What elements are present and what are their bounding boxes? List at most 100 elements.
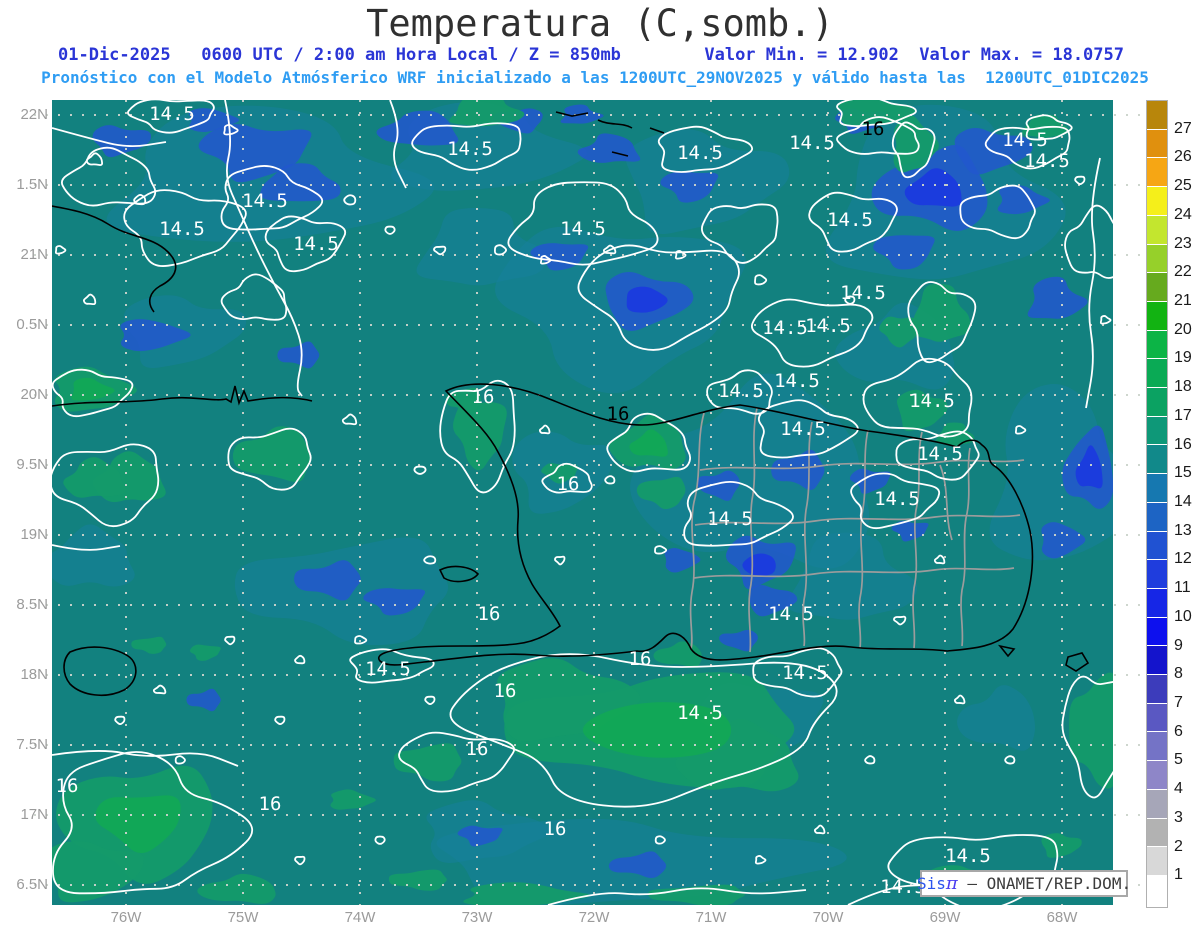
colorbar-segment: [1147, 244, 1167, 274]
colorbar-segment: [1147, 617, 1167, 647]
lat-label: 18N: [20, 666, 48, 683]
lon-label: 72W: [578, 909, 610, 926]
subtitle-model-run: Pronóstico con el Modelo Atmósferico WRF…: [41, 68, 1149, 87]
colorbar-segment: [1147, 502, 1167, 532]
colorbar-segment: [1147, 187, 1167, 216]
contour-label: 14.5: [840, 282, 886, 304]
colorbar-tick-label: 13: [1174, 521, 1192, 539]
colorbar-tick-label: 20: [1174, 320, 1192, 338]
contour-label: 14.5: [780, 418, 826, 440]
lon-label: 69W: [929, 909, 961, 926]
colorbar-tick-label: 21: [1174, 292, 1192, 309]
contour-label: 14.5: [1002, 129, 1048, 151]
colorbar-segment: [1147, 129, 1167, 159]
contour-label: 14.5: [149, 103, 195, 125]
contour-label: 16: [259, 793, 282, 815]
colorbar-segment: [1147, 474, 1167, 503]
colorbar-tick-label: 1: [1174, 866, 1183, 884]
contour-label: 16: [466, 738, 489, 760]
colorbar-segment: [1147, 703, 1167, 733]
contour-label: 16: [494, 680, 517, 702]
contour-label: 16: [862, 118, 885, 140]
contour-label: 14.5: [707, 508, 753, 530]
lat-label: 19N: [20, 526, 48, 543]
sispi-brand-sis: Sis: [916, 874, 946, 893]
lat-label: 22N: [20, 106, 48, 123]
colorbar-tick-label: 14: [1174, 493, 1192, 510]
colorbar-segment: [1147, 789, 1167, 819]
lat-label: 9.5N: [16, 456, 48, 473]
lat-label: 1.5N: [16, 176, 48, 193]
contour-label: 16: [472, 386, 495, 408]
temperature-contours: [52, 100, 1113, 905]
lat-label: 7.5N: [16, 736, 48, 753]
colorbar-segment: [1147, 101, 1167, 130]
colorbar-segment: [1147, 646, 1167, 676]
colorbar-tick-label: 23: [1174, 234, 1192, 252]
contour-label: 14.5: [762, 317, 808, 339]
subtitle-datetime: 01-Dic-2025 0600 UTC / 2:00 am Hora Loca…: [58, 45, 621, 65]
colorbar-tick-label: 22: [1174, 263, 1192, 281]
colorbar-segment: [1147, 732, 1167, 762]
lat-label: 17N: [20, 806, 48, 823]
contour-label: 16: [544, 818, 567, 840]
contour-label: 16: [607, 403, 630, 425]
colorbar-tick-label: 9: [1174, 636, 1183, 654]
contour-label: 14.5: [677, 142, 723, 164]
colorbar-segment: [1147, 560, 1167, 589]
colorbar-tick-label: 3: [1174, 808, 1183, 826]
colorbar-segment: [1147, 445, 1167, 475]
contour-label: 14.5: [365, 658, 411, 680]
lon-label: 71W: [695, 909, 727, 926]
contour-label: 14.5: [447, 138, 493, 160]
colorbar-segment: [1147, 675, 1167, 704]
contour-label: 14.5: [874, 488, 920, 510]
contour-label: 16: [557, 473, 580, 495]
contour-label: 14.5: [1024, 150, 1070, 172]
colorbar-segment: [1147, 388, 1167, 417]
colorbar-segment: [1147, 847, 1167, 876]
colorbar-tick-label: 7: [1174, 694, 1183, 711]
lon-label: 68W: [1046, 909, 1078, 926]
province-borders: [689, 407, 1025, 653]
lat-label: 20N: [20, 386, 48, 403]
contour-label: 14.5: [677, 702, 723, 724]
colorbar-segment: [1147, 875, 1167, 905]
contour-label: 14.5: [827, 209, 873, 231]
subtitle-minmax: Valor Min. = 12.902 Valor Max. = 18.0757: [704, 45, 1124, 65]
colorbar-segment: [1147, 416, 1167, 446]
page-title: Temperatura (C,somb.): [366, 2, 834, 45]
colorbar-tick-label: 10: [1174, 607, 1192, 625]
pi-icon: π: [945, 872, 958, 894]
colorbar-tick-label: 5: [1174, 751, 1183, 769]
colorbar-tick-label: 19: [1174, 349, 1192, 367]
colorbar-segment: [1147, 273, 1167, 302]
colorbar-segment: [1147, 301, 1167, 331]
contour-label: 14.5: [560, 218, 606, 240]
colorbar-tick-label: 18: [1174, 378, 1192, 396]
contour-label: 14.5: [805, 315, 851, 337]
contour-label: 14.5: [945, 845, 991, 867]
contour-label: 14.5: [909, 390, 955, 412]
colorbar-tick-label: 16: [1174, 435, 1192, 453]
colorbar: [1146, 100, 1168, 908]
lat-label: 8.5N: [16, 596, 48, 613]
coastlines: [52, 111, 1090, 697]
colorbar-tick-label: 15: [1174, 464, 1192, 482]
colorbar-tick-label: 11: [1174, 579, 1191, 597]
lon-label: 75W: [227, 909, 259, 926]
lat-label: 0.5N: [16, 316, 48, 333]
lat-label: 6.5N: [16, 876, 48, 893]
lon-label: 70W: [812, 909, 844, 926]
latlon-grid: [34, 100, 1140, 905]
lon-label: 73W: [461, 909, 493, 926]
colorbar-segment: [1147, 215, 1167, 245]
contour-label: 16: [629, 648, 652, 670]
colorbar-tick-label: 6: [1174, 722, 1183, 740]
colorbar-tick-label: 27: [1174, 119, 1192, 137]
contour-label: 14.5: [768, 603, 814, 625]
colorbar-tick-label: 25: [1174, 177, 1192, 195]
contour-label: 14.5: [880, 876, 926, 898]
